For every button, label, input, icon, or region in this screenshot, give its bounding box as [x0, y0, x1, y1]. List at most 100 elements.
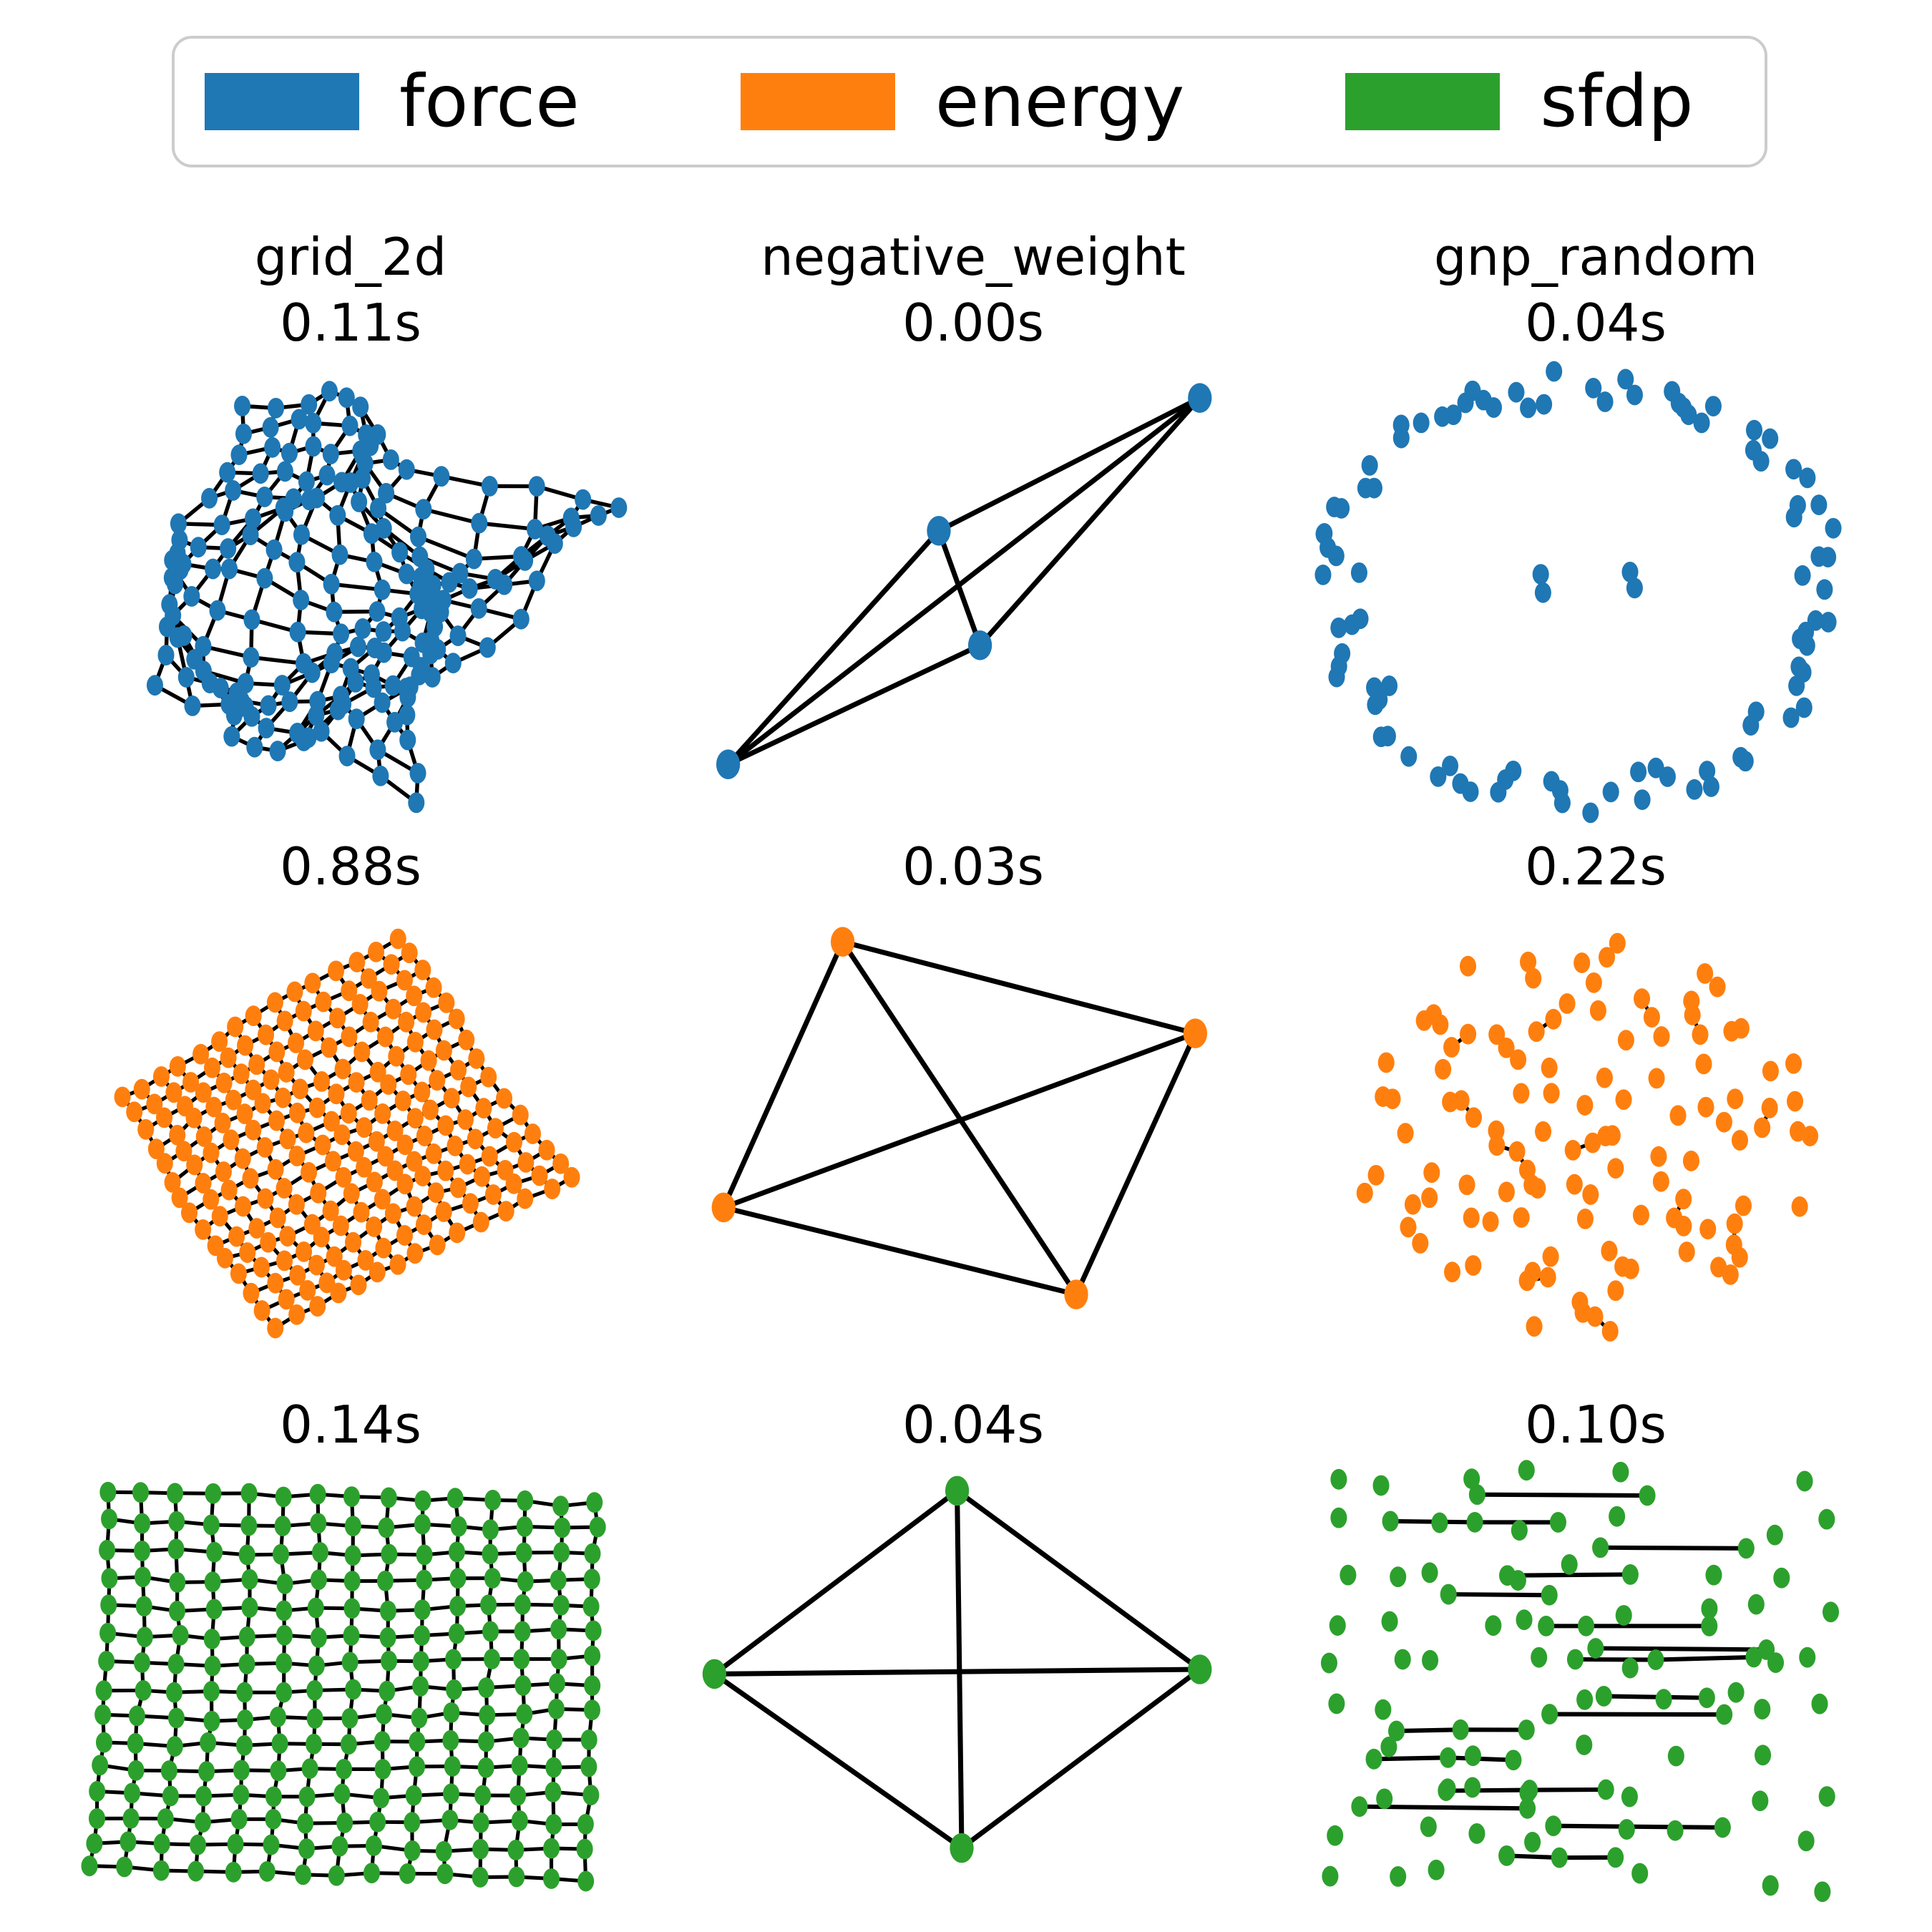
graph-node	[1376, 1788, 1393, 1810]
nodes-layer	[1356, 932, 1819, 1342]
graph-edge	[726, 529, 941, 766]
graph-node	[496, 1088, 513, 1109]
graph-node	[553, 1542, 570, 1563]
graph-drawing-energy-grid_2d	[114, 928, 580, 1339]
graph-node	[1652, 1171, 1669, 1192]
graph-node	[1621, 562, 1639, 582]
graph-node	[333, 1124, 351, 1146]
graph-node	[1787, 1091, 1804, 1112]
graph-node	[167, 1707, 185, 1729]
graph-node	[442, 1783, 459, 1805]
panel-time-label: 0.14s	[280, 1394, 421, 1455]
graph-node	[1731, 1130, 1748, 1151]
graph-node	[1536, 394, 1553, 415]
graph-node	[1531, 1646, 1548, 1668]
panel-time-label: 0.03s	[902, 836, 1044, 897]
graph-node	[343, 1598, 361, 1619]
graph-node	[341, 415, 358, 436]
graph-node	[1601, 1321, 1619, 1342]
graph-node	[1675, 1189, 1692, 1210]
graph-node	[497, 1201, 514, 1222]
graph-node	[95, 1732, 113, 1753]
graph-node	[318, 1272, 336, 1294]
graph-node	[1330, 1507, 1347, 1528]
graph-node	[238, 1626, 255, 1647]
graph-drawing-force-gnp_random	[1314, 361, 1842, 824]
graph-node	[270, 1760, 287, 1782]
graph-node	[1622, 1258, 1639, 1279]
graph-node	[399, 729, 416, 751]
graph-node	[563, 1166, 580, 1188]
graph-node	[243, 1282, 260, 1304]
graph-node	[445, 1649, 462, 1670]
graph-node	[1188, 1654, 1212, 1684]
graph-node	[1797, 1830, 1815, 1852]
graph-node	[1400, 746, 1418, 767]
graph-node	[1643, 1007, 1660, 1028]
graph-node	[1766, 1524, 1783, 1546]
graph-node	[437, 1115, 454, 1136]
graph-node	[512, 608, 530, 630]
graph-node	[190, 537, 207, 558]
graph-node	[585, 1620, 602, 1641]
graph-node	[300, 727, 317, 748]
graph-node	[86, 1833, 103, 1854]
graph-node	[1818, 1786, 1835, 1807]
graph-node	[1330, 1468, 1347, 1490]
legend-item-force: force	[205, 66, 580, 137]
graph-node	[276, 1010, 293, 1032]
graph-node	[1485, 1615, 1502, 1636]
graph-node	[253, 1257, 270, 1278]
panel-force-gnp_random: gnp_random 0.04s	[1309, 211, 1882, 824]
graph-node	[442, 1729, 459, 1751]
graph-node	[375, 1237, 392, 1259]
graph-node	[200, 1732, 217, 1753]
graph-node	[256, 567, 273, 589]
graph-node	[1498, 1181, 1515, 1203]
graph-node	[195, 1785, 213, 1807]
graph-node	[552, 1153, 570, 1174]
graph-node	[301, 1161, 318, 1183]
graph-node	[288, 1194, 305, 1215]
graph-node	[399, 704, 416, 726]
graph-node	[342, 472, 359, 493]
graph-node	[610, 497, 628, 518]
graph-node	[443, 1702, 460, 1723]
graph-node	[1792, 628, 1809, 650]
graph-node	[362, 1011, 379, 1033]
graph-node	[1482, 1211, 1499, 1232]
graph-node	[1799, 467, 1816, 489]
graph-node	[1680, 404, 1697, 426]
graph-node	[550, 1569, 567, 1591]
graph-node	[219, 462, 236, 483]
graph-node	[308, 487, 326, 509]
graph-node	[1585, 377, 1602, 399]
graph-node	[275, 1486, 292, 1508]
graph-node	[1549, 1512, 1566, 1533]
graph-node	[237, 1709, 254, 1730]
graph-node	[1521, 1780, 1538, 1800]
graph-node	[269, 1707, 286, 1727]
graph-node	[301, 394, 318, 415]
graph-node	[100, 1594, 117, 1616]
graph-node	[168, 1601, 186, 1621]
graph-node	[167, 1654, 185, 1674]
graph-node	[195, 1126, 213, 1147]
graph-node	[1576, 1735, 1593, 1755]
graph-node	[1519, 1797, 1536, 1819]
graph-node	[480, 1594, 497, 1616]
graph-node	[281, 691, 298, 713]
graph-node	[343, 1183, 360, 1204]
graph-node	[514, 1675, 532, 1696]
graph-node	[482, 1519, 499, 1541]
graph-node	[1695, 1053, 1712, 1075]
graph-node	[363, 523, 380, 545]
graph-node	[1761, 1098, 1778, 1118]
graph-node	[329, 1008, 346, 1029]
graph-node	[513, 1649, 530, 1669]
graph-node	[338, 387, 355, 409]
graph-node	[1518, 1270, 1536, 1292]
graph-node	[307, 1597, 324, 1619]
graph-node	[380, 1074, 397, 1096]
graph-edge	[1553, 1823, 1723, 1830]
